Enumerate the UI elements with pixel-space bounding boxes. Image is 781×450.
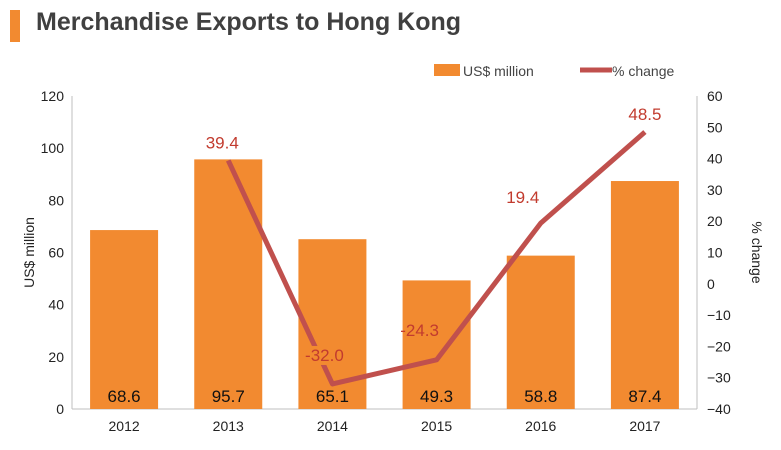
x-axis-ticks: 2012 2013 2014 2015 2016 2017 <box>109 418 661 434</box>
left-tick-label: 60 <box>48 245 64 261</box>
bar <box>90 230 159 409</box>
bar-value-label: 58.8 <box>524 387 557 406</box>
axes <box>71 96 698 410</box>
left-tick-label: 0 <box>56 401 64 417</box>
left-axis-label: US$ million <box>21 217 37 288</box>
pct-label-background <box>303 345 346 365</box>
right-tick-label: −20 <box>707 338 731 354</box>
pct-value-label: -24.3 <box>400 321 439 340</box>
pct-value-label: 48.5 <box>628 105 661 124</box>
bar-series <box>90 159 679 409</box>
chart-title: Merchandise Exports to Hong Kong <box>36 8 462 36</box>
bar <box>610 181 679 409</box>
legend-line-label: % change <box>612 63 674 79</box>
x-tick-label: 2012 <box>109 418 140 434</box>
right-tick-label: 20 <box>707 213 723 229</box>
bar-value-label: 87.4 <box>628 387 661 406</box>
pct-label-background <box>203 133 241 153</box>
bar-value-label: 65.1 <box>316 387 349 406</box>
x-tick-label: 2015 <box>421 418 452 434</box>
x-tick-label: 2013 <box>213 418 244 434</box>
right-axis-label: % change <box>749 221 765 283</box>
legend-bar-swatch <box>434 64 460 76</box>
title-accent-bar <box>10 10 20 42</box>
pct-change-labels: 39.4 -32.0 -24.3 19.4 48.5 <box>203 104 664 365</box>
legend-bar-label: US$ million <box>463 63 534 79</box>
legend: US$ million % change <box>434 63 674 79</box>
bar <box>194 159 263 409</box>
pct-label-background <box>504 188 542 208</box>
right-tick-label: 50 <box>707 119 723 135</box>
right-tick-label: 30 <box>707 182 723 198</box>
right-tick-label: −30 <box>707 370 731 386</box>
bar-data-labels: 68.6 95.7 65.1 49.3 58.8 87.4 <box>108 387 662 406</box>
pct-label-background <box>626 104 664 124</box>
right-tick-label: 60 <box>707 88 723 104</box>
x-tick-label: 2016 <box>525 418 556 434</box>
left-tick-label: 120 <box>41 88 65 104</box>
bar <box>402 280 471 409</box>
bar-value-label: 95.7 <box>212 387 245 406</box>
right-tick-label: 0 <box>707 276 715 292</box>
pct-value-label: 19.4 <box>506 188 539 207</box>
left-tick-label: 80 <box>48 192 64 208</box>
x-tick-label: 2017 <box>629 418 660 434</box>
x-tick-label: 2014 <box>317 418 348 434</box>
left-tick-label: 100 <box>41 140 65 156</box>
right-tick-label: 40 <box>707 151 723 167</box>
bar <box>506 255 575 409</box>
right-axis-ticks: −40 −30 −20 −10 0 10 20 30 40 50 60 <box>707 88 731 417</box>
left-tick-label: 20 <box>48 349 64 365</box>
right-tick-label: −40 <box>707 401 731 417</box>
bar-value-label: 49.3 <box>420 387 453 406</box>
pct-value-label: 39.4 <box>206 133 239 152</box>
left-axis-ticks: 0 20 40 60 80 100 120 <box>41 88 65 417</box>
left-tick-label: 40 <box>48 297 64 313</box>
pct-change-line <box>225 130 647 387</box>
bar-value-label: 68.6 <box>108 387 141 406</box>
right-tick-label: 10 <box>707 245 723 261</box>
pct-value-label: -32.0 <box>305 346 344 365</box>
right-tick-label: −10 <box>707 307 731 323</box>
